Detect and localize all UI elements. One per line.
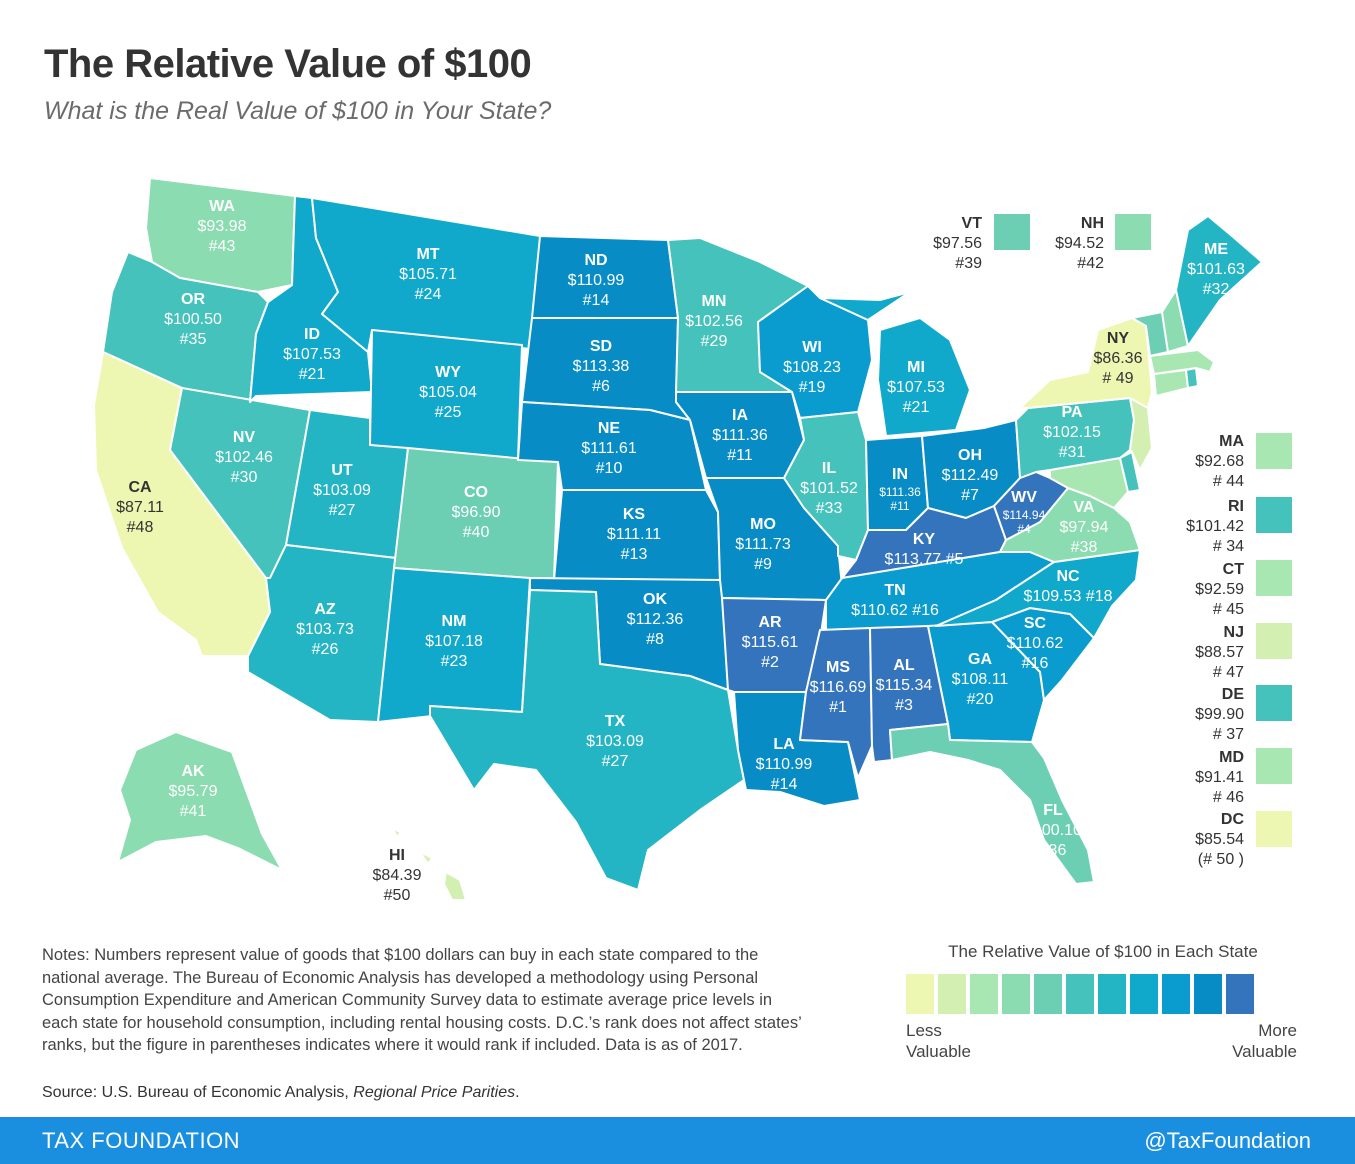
state-FL[interactable] (889, 723, 1095, 885)
label-AL: AL $115.34 #3 (875, 657, 933, 714)
label-TX: TX $103.09 #27 (586, 713, 644, 770)
callout-NH: NH $94.52 #42 (1055, 215, 1104, 272)
state-AK[interactable] (117, 731, 283, 871)
callout-RI: RI $101.42 # 34 (1186, 498, 1244, 555)
swatch-NH (1115, 214, 1151, 250)
swatch-MD (1256, 748, 1292, 784)
legend-bin-2 (938, 974, 966, 1014)
swatch-CT (1256, 560, 1292, 596)
label-GA: GA $108.11 #20 (951, 651, 1009, 708)
legend-bin-1 (906, 974, 934, 1014)
callout-MD: MD $91.41 # 46 (1195, 749, 1244, 806)
label-IN: IN $111.36 #11 (879, 466, 921, 513)
label-AK: AK $95.79 #41 (168, 763, 218, 820)
label-SC: SC $110.62 #16 (1006, 615, 1064, 672)
label-UT: UT $103.09 #27 (313, 462, 371, 519)
label-AZ: AZ $103.73 #26 (296, 601, 354, 658)
swatch-NJ (1256, 623, 1292, 659)
us-states-map (93, 177, 1263, 901)
label-ND: ND $110.99 #14 (567, 252, 625, 309)
label-OK: OK $112.36 #8 (626, 591, 684, 648)
swatch-RI (1256, 497, 1292, 533)
legend-bin-8 (1130, 974, 1158, 1014)
legend-bin-9 (1162, 974, 1190, 1014)
state-WI[interactable] (757, 285, 873, 419)
state-HI[interactable] (391, 827, 467, 901)
state-DE[interactable] (1119, 451, 1141, 493)
footer-social-handle[interactable]: @TaxFoundation (1144, 1128, 1311, 1153)
footer-brand[interactable]: TAX FOUNDATION (42, 1128, 241, 1153)
legend-title: The Relative Value of $100 in Each State (948, 942, 1258, 961)
footer-bar: TAX FOUNDATION @TaxFoundation (0, 1117, 1355, 1164)
label-WI: WI $108.23 #19 (783, 339, 841, 396)
state-MI[interactable] (819, 291, 971, 437)
label-FL: FL $100.10 #36 (1024, 802, 1082, 859)
state-NC[interactable] (935, 549, 1141, 639)
label-ME: ME $101.63 #32 (1187, 241, 1245, 298)
swatch-DC (1256, 811, 1292, 847)
label-HI: HI $84.39 #50 (372, 847, 422, 904)
label-OR: OR $100.50 #35 (164, 291, 222, 348)
state-RI[interactable] (1185, 367, 1199, 389)
legend-bin-10 (1194, 974, 1222, 1014)
legend-color-scale (906, 974, 1254, 1014)
legend-bin-6 (1066, 974, 1094, 1014)
label-MS: MS $116.69 #1 (809, 659, 867, 716)
callout-MA: MA $92.68 # 44 (1195, 433, 1244, 490)
page-title: The Relative Value of $100 (44, 42, 532, 86)
page-subtitle: What is the Real Value of $100 in Your S… (44, 97, 552, 125)
swatch-MA (1256, 433, 1292, 469)
state-MA[interactable] (1149, 349, 1215, 375)
label-KS: KS $111.11 #13 (606, 506, 662, 563)
legend-bin-5 (1034, 974, 1062, 1014)
label-VA: VA $97.94 #38 (1059, 499, 1109, 556)
label-SD: SD $113.38 #6 (572, 338, 630, 395)
label-ID: ID $107.53 #21 (283, 326, 341, 383)
label-CO: CO $96.90 #40 (451, 484, 501, 541)
label-WV: WV $114.94 #4 (1002, 489, 1046, 536)
state-IL[interactable] (783, 411, 869, 561)
label-NC: NC $109.53 #18 (1023, 568, 1113, 605)
callout-DC: DC $85.54 (# 50 ) (1195, 811, 1244, 868)
callout-VT: VT $97.56 #39 (933, 215, 982, 272)
swatch-VT (994, 214, 1030, 250)
label-AR: AR $115.61 #2 (741, 614, 799, 671)
state-ME[interactable] (1175, 215, 1263, 347)
label-NY: NY $86.36 # 49 (1093, 330, 1143, 387)
callout-CT: CT $92.59 # 45 (1195, 561, 1244, 618)
state-TX[interactable] (429, 589, 745, 891)
label-CA: CA $87.11 #48 (116, 479, 164, 536)
label-MN: MN $102.56 #29 (685, 293, 743, 350)
source-line: Source: U.S. Bureau of Economic Analysis… (42, 1084, 520, 1101)
label-WY: WY $105.04 #25 (419, 364, 477, 421)
label-WA: WA $93.98 #43 (197, 198, 247, 255)
swatch-DE (1256, 685, 1292, 721)
label-KY: KY $113.77 #5 (884, 531, 964, 568)
label-NV: NV $102.46 #30 (215, 429, 273, 486)
label-MT: MT $105.71 #24 (399, 246, 457, 303)
state-NJ[interactable] (1129, 397, 1153, 471)
label-PA: PA $102.15 #31 (1043, 404, 1101, 461)
label-MO: MO $111.73 #9 (735, 516, 791, 573)
legend-bin-3 (970, 974, 998, 1014)
state-VT[interactable] (1131, 311, 1169, 357)
notes-text: Notes: Numbers represent value of goods … (42, 946, 802, 1054)
label-TN: TN $110.62 #16 (851, 582, 939, 619)
callout-NJ: NJ $88.57 # 47 (1195, 624, 1244, 681)
callout-DE: DE $99.90 # 37 (1195, 686, 1244, 743)
label-OH: OH $112.49 #7 (941, 447, 999, 504)
legend-bin-11 (1226, 974, 1254, 1014)
label-LA: LA $110.99 #14 (755, 736, 813, 793)
label-NE: NE $111.61 #10 (581, 420, 637, 477)
label-IA: IA $111.36 #11 (712, 407, 768, 464)
label-IL: IL $101.52 #33 (800, 460, 858, 517)
legend-bin-4 (1002, 974, 1030, 1014)
label-MI: MI $107.53 #21 (887, 359, 945, 416)
label-NM: NM $107.18 #23 (425, 613, 483, 670)
legend-high-label: More Valuable (1232, 1021, 1297, 1061)
legend-bin-7 (1098, 974, 1126, 1014)
legend-low-label: Less Valuable (906, 1021, 971, 1061)
